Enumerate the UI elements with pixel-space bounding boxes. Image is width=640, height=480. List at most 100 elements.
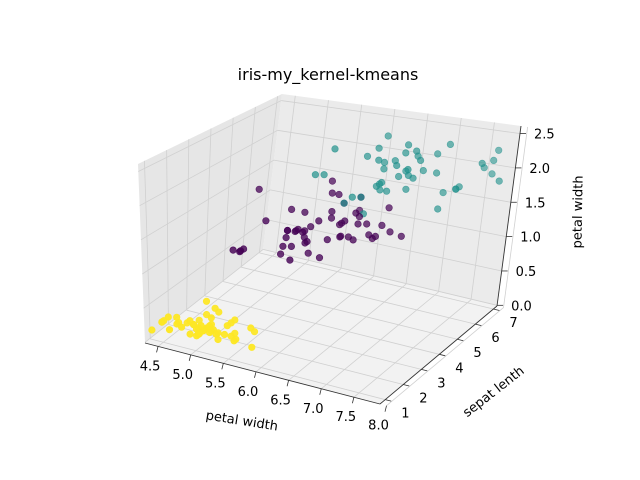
z-axis-line	[496, 125, 522, 307]
grid-line	[204, 128, 212, 296]
data-point	[434, 205, 442, 213]
data-point	[375, 156, 383, 164]
data-point	[328, 189, 336, 197]
data-point	[282, 234, 290, 242]
data-point	[288, 205, 296, 213]
tick-label: 2.5	[534, 128, 555, 143]
tick-mark	[319, 388, 322, 395]
data-point	[349, 236, 357, 244]
grid-line	[144, 160, 151, 339]
tick-mark	[385, 399, 392, 402]
tick-mark	[493, 308, 500, 311]
data-point	[315, 254, 324, 262]
data-point	[352, 209, 360, 217]
tick-label: 0.0	[511, 299, 532, 314]
data-point	[148, 326, 156, 334]
data-point	[385, 204, 393, 212]
data-point	[495, 146, 503, 154]
data-point	[165, 326, 174, 334]
data-point	[186, 317, 194, 325]
data-point	[279, 242, 287, 250]
data-point	[375, 144, 383, 152]
data-point	[375, 180, 384, 188]
data-point	[229, 246, 237, 254]
tick-mark	[221, 363, 224, 370]
data-point	[384, 132, 392, 140]
data-point	[354, 220, 362, 228]
data-point	[178, 323, 186, 331]
data-point	[419, 167, 427, 175]
grid-line	[138, 100, 282, 172]
tick-label: 2.0	[529, 162, 550, 177]
tick-mark	[439, 353, 446, 357]
grid-line	[142, 189, 271, 275]
data-point	[202, 297, 211, 305]
data-point	[386, 228, 394, 236]
z-axis-label: petal width	[570, 175, 586, 248]
tick-label: 6.5	[270, 393, 291, 408]
tick-label: 7.0	[303, 402, 324, 417]
data-point	[348, 193, 356, 201]
data-point	[212, 330, 220, 338]
grid-line	[320, 291, 439, 390]
data-point	[323, 236, 331, 244]
data-point	[490, 156, 498, 164]
data-points	[148, 132, 503, 351]
grid-line	[262, 249, 498, 306]
data-point	[478, 159, 486, 167]
tick-label: 1.5	[525, 196, 546, 211]
tick-label: 7.5	[336, 410, 357, 425]
grid-line	[140, 159, 275, 241]
grid-line	[438, 117, 462, 293]
data-point	[286, 256, 294, 264]
grid-line	[405, 113, 429, 285]
data-point	[205, 322, 214, 330]
tick-mark	[254, 371, 257, 378]
data-point	[402, 149, 410, 157]
data-point	[304, 249, 312, 257]
data-point	[299, 228, 307, 236]
data-point	[277, 250, 285, 258]
grid-line	[273, 159, 511, 203]
data-point	[439, 189, 447, 197]
grid-line	[143, 219, 267, 309]
tick-label: 6	[491, 331, 499, 346]
grid-line	[166, 150, 169, 325]
grid-line	[150, 338, 386, 401]
grid-line	[340, 104, 363, 269]
data-point	[262, 217, 270, 225]
grid-line	[259, 252, 494, 310]
data-point	[495, 177, 503, 185]
grid-line	[241, 266, 476, 325]
data-point	[455, 183, 463, 191]
data-point	[287, 242, 296, 250]
data-point	[405, 141, 413, 149]
tick-label: 3	[437, 376, 445, 391]
data-point	[336, 221, 344, 229]
grid-line	[255, 276, 374, 373]
x-axis-label: petal width	[205, 408, 279, 434]
data-point	[335, 190, 343, 199]
data-point	[365, 231, 373, 239]
tick-mark	[421, 369, 428, 372]
data-point	[383, 187, 391, 195]
chart-title: iris-my_kernel-kmeans	[238, 65, 419, 85]
data-point	[230, 337, 238, 345]
grid-line	[186, 309, 422, 370]
tick-label: 1	[401, 407, 409, 422]
data-point	[211, 304, 219, 312]
grid-line	[386, 307, 504, 407]
data-point	[220, 330, 229, 339]
grid-line	[288, 283, 407, 381]
data-point	[417, 156, 425, 164]
data-point	[363, 220, 371, 228]
data-point	[357, 193, 365, 201]
tick-label: 0.5	[516, 265, 537, 280]
data-point	[446, 140, 455, 148]
data-point	[206, 328, 214, 337]
data-point	[255, 185, 263, 193]
tick-label: 5.0	[172, 368, 193, 383]
data-point	[371, 232, 380, 240]
data-point	[292, 227, 300, 235]
